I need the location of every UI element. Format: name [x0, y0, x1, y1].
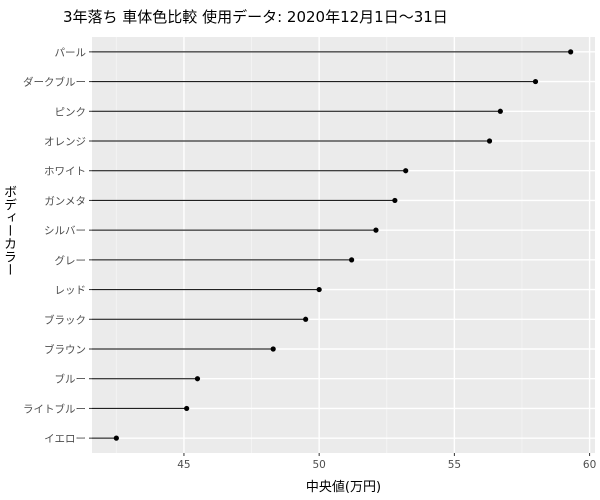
lollipop-point [113, 435, 119, 441]
lollipop-point [532, 78, 539, 85]
y-tick-label: グレー [55, 254, 87, 267]
lollipop-point [349, 257, 355, 263]
lollipop-point [373, 227, 379, 233]
y-tick-label: オレンジ [44, 136, 86, 148]
lollipop-point [303, 316, 309, 322]
y-tick-label: ダークブルー [23, 76, 86, 89]
x-axis: 45 50 55 60 [177, 453, 596, 471]
x-tick-label: 60 [583, 459, 596, 471]
y-tick-label: ブラウン [44, 343, 86, 356]
x-axis-title: 中央値(万円) [305, 480, 382, 495]
lollipop-point [392, 197, 398, 204]
y-tick-label: ブルー [55, 373, 87, 386]
y-axis: パールダークブルーピンクオレンジホワイトガンメタシルバーグレーレッドブラックブラ… [23, 47, 92, 445]
x-tick-label: 50 [312, 459, 325, 471]
y-tick-label: ブラック [44, 313, 86, 326]
y-tick-label: ホワイト [44, 166, 86, 178]
lollipop-marks [92, 49, 574, 441]
lollipop-point [568, 49, 574, 55]
chart-title: 3年落ち 車体色比較 使用データ: 2020年12月1日～31日 [63, 8, 448, 26]
y-tick-label: パール [55, 47, 87, 59]
x-tick-label: 45 [177, 459, 190, 471]
y-tick-label: イエロー [44, 433, 86, 445]
plot-panel [92, 37, 595, 453]
lollipop-point [184, 405, 190, 412]
lollipop-point [316, 286, 322, 293]
y-tick-label: ガンメタ [44, 195, 86, 207]
y-tick-label: レッド [55, 285, 87, 297]
y-tick-label: ピンク [55, 106, 87, 118]
lollipop-point [194, 376, 201, 382]
y-axis-title: ボディーカラー [1, 185, 16, 276]
y-tick-label: シルバー [44, 225, 86, 237]
minor-gridlines [115, 37, 523, 453]
x-tick-label: 55 [448, 459, 461, 471]
y-tick-label: ライトブルー [23, 402, 86, 415]
lollipop-point [403, 168, 409, 174]
lollipop-point [497, 108, 503, 114]
lollipop-point [270, 346, 276, 352]
lollipop-point [486, 138, 493, 144]
